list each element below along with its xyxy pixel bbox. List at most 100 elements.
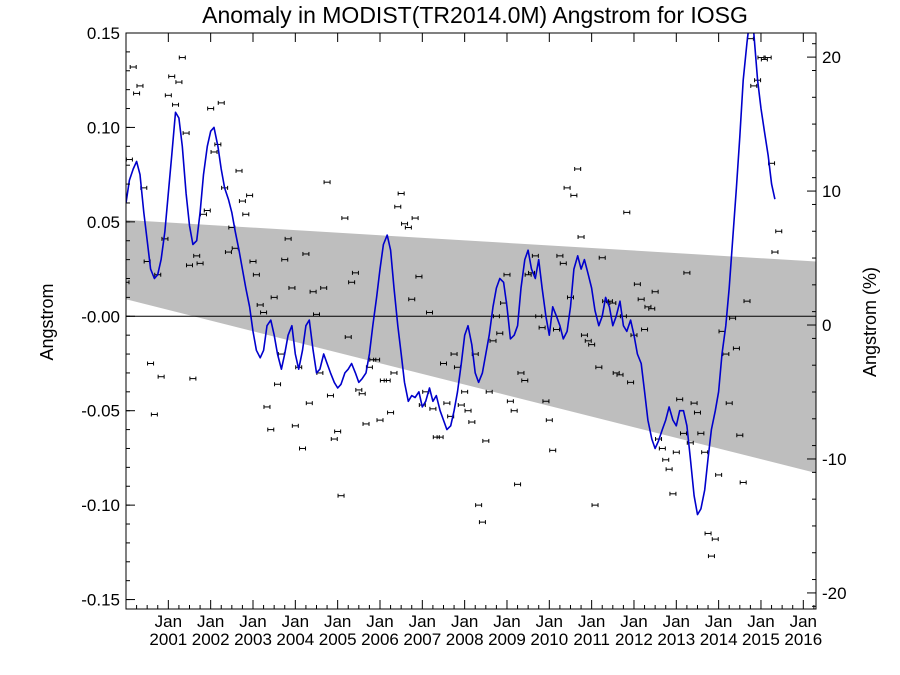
x-tick-year-label: 2009 xyxy=(488,630,526,649)
observation-point xyxy=(616,372,624,377)
observation-point xyxy=(464,408,472,413)
x-tick-month-label: Jan xyxy=(790,612,817,631)
x-axis: Jan2001Jan2002Jan2003Jan2004Jan2005Jan20… xyxy=(136,33,822,649)
smoothed-anomaly-line xyxy=(126,33,776,516)
observation-point xyxy=(401,221,409,226)
observation-point xyxy=(334,429,342,434)
observation-point xyxy=(260,310,268,315)
x-tick-month-label: Jan xyxy=(451,612,478,631)
observation-point xyxy=(545,418,553,423)
observation-point xyxy=(274,382,282,387)
observation-point xyxy=(337,493,345,498)
observation-point xyxy=(164,93,172,98)
observation-point xyxy=(344,335,352,340)
left-tick-label: 0.10 xyxy=(87,118,120,137)
left-axis-label: Angstrom xyxy=(37,283,57,360)
observation-point xyxy=(168,74,176,79)
observation-point xyxy=(203,208,211,213)
observation-point xyxy=(538,325,546,330)
observation-point xyxy=(542,399,550,404)
x-tick-month-label: Jan xyxy=(409,612,436,631)
observation-point xyxy=(651,289,659,294)
observation-point xyxy=(690,401,698,406)
observation-point xyxy=(217,100,225,105)
observation-point xyxy=(764,55,772,60)
observation-point xyxy=(535,314,543,319)
observation-point xyxy=(641,327,649,332)
observation-point xyxy=(506,399,514,404)
observation-point xyxy=(588,342,596,347)
observation-point xyxy=(697,431,705,436)
right-tick-label: 10 xyxy=(822,182,841,201)
x-tick-month-label: Jan xyxy=(493,612,520,631)
observation-point xyxy=(496,331,504,336)
observation-point xyxy=(281,257,289,262)
observation-point xyxy=(351,270,359,275)
left-tick-label: 0.05 xyxy=(87,213,120,232)
observation-point xyxy=(482,438,490,443)
observation-point xyxy=(309,289,317,294)
observation-point xyxy=(358,391,366,396)
observation-point xyxy=(644,304,652,309)
right-y-axis: 20 10 0 -10 -20 xyxy=(807,43,847,607)
observation-point xyxy=(450,352,458,357)
x-tick-month-label: Jan xyxy=(155,612,182,631)
observation-point xyxy=(387,410,395,415)
observation-point xyxy=(514,482,522,487)
observation-point xyxy=(288,285,296,290)
observation-point xyxy=(326,393,334,398)
x-tick-month-label: Jan xyxy=(747,612,774,631)
observation-point xyxy=(553,327,561,332)
x-tick-year-label: 2010 xyxy=(530,630,568,649)
x-tick-year-label: 2013 xyxy=(657,630,695,649)
observation-point xyxy=(133,91,141,96)
right-tick-label: 20 xyxy=(822,48,841,67)
observation-point xyxy=(439,361,447,366)
observation-point xyxy=(270,295,278,300)
observation-point xyxy=(175,80,183,85)
x-tick-year-label: 2005 xyxy=(319,630,357,649)
observation-point xyxy=(126,157,133,162)
observation-point xyxy=(566,295,574,300)
observation-point xyxy=(489,338,497,343)
observation-point xyxy=(680,431,688,436)
observation-point xyxy=(224,250,232,255)
observation-point xyxy=(701,450,709,455)
observation-point xyxy=(556,253,564,258)
plot-frame xyxy=(125,32,817,610)
left-tick-label: -0.05 xyxy=(81,402,120,421)
observation-point xyxy=(577,234,585,239)
observation-point xyxy=(277,352,285,357)
observation-point xyxy=(267,427,275,432)
observation-point xyxy=(461,389,469,394)
observation-point xyxy=(743,299,751,304)
observation-point xyxy=(383,378,391,383)
observation-point xyxy=(591,503,599,508)
observation-point xyxy=(595,365,603,370)
x-tick-month-label: Jan xyxy=(324,612,351,631)
observation-point xyxy=(457,403,465,408)
observation-point xyxy=(189,376,197,381)
observation-point xyxy=(598,255,606,260)
x-tick-month-label: Jan xyxy=(197,612,224,631)
observation-point xyxy=(580,333,588,338)
right-tick-label: 0 xyxy=(822,316,831,335)
observation-point xyxy=(323,180,331,185)
observation-point xyxy=(665,467,673,472)
observation-point xyxy=(732,346,740,351)
observation-point xyxy=(263,404,271,409)
observation-point xyxy=(291,423,299,428)
observation-point xyxy=(521,378,529,383)
observation-point xyxy=(707,554,715,559)
observation-point xyxy=(715,472,723,477)
x-tick-month-label: Jan xyxy=(366,612,393,631)
observation-point xyxy=(284,236,292,241)
observation-point xyxy=(775,229,783,234)
observation-point xyxy=(157,374,165,379)
observation-point xyxy=(136,83,144,88)
observation-point xyxy=(510,408,518,413)
observation-point xyxy=(397,191,405,196)
x-tick-year-label: 2014 xyxy=(700,630,738,649)
observation-point xyxy=(394,204,402,209)
observation-point xyxy=(415,274,423,279)
